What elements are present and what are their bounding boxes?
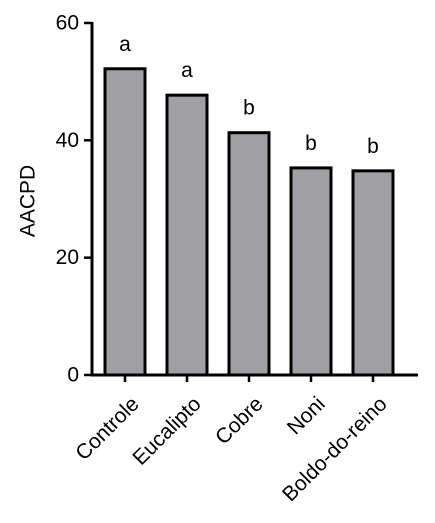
y-axis-title: AACPD	[17, 165, 40, 237]
bar-boldo-do-reino	[351, 169, 395, 377]
x-tick-label: Eucalipto	[128, 392, 205, 469]
significance-letter: b	[367, 135, 379, 158]
x-tick-label: Cobre	[211, 392, 268, 449]
significance-letter: b	[243, 97, 255, 120]
bars-layer	[103, 67, 395, 377]
significance-letter: a	[119, 33, 131, 56]
axes-layer	[84, 21, 418, 382]
y-tick-label: 0	[67, 364, 79, 387]
y-tick-label: 60	[56, 12, 79, 35]
y-tick-label: 20	[56, 246, 79, 269]
bar-cobre	[227, 131, 271, 377]
significance-letter: a	[181, 59, 193, 82]
x-tick-label: Noni	[283, 392, 330, 439]
y-tick-label: 40	[56, 129, 79, 152]
significance-letter: b	[305, 132, 317, 155]
bar-controle	[103, 67, 147, 377]
bar-eucalipto	[165, 93, 209, 377]
bar-noni	[289, 166, 333, 377]
